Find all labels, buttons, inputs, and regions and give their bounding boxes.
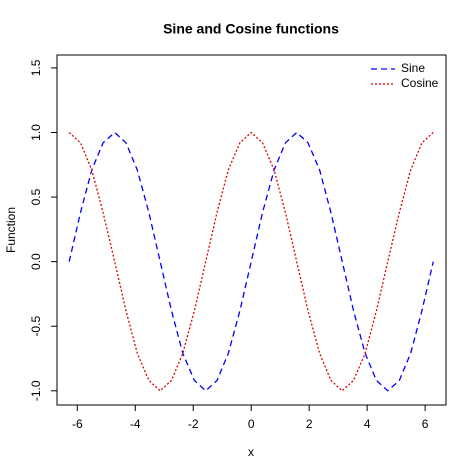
- y-tick-label: 1.5: [29, 59, 43, 76]
- x-tick-label: -2: [188, 417, 199, 431]
- legend-label: Sine: [401, 61, 425, 75]
- x-tick-label: -4: [130, 417, 141, 431]
- x-tick-label: 4: [364, 417, 371, 431]
- plot-box: [56, 54, 447, 406]
- chart-title: Sine and Cosine functions: [163, 21, 339, 37]
- x-tick-label: 6: [422, 417, 429, 431]
- y-tick-label: 0.0: [29, 253, 43, 270]
- y-tick-label: 1.0: [29, 124, 43, 141]
- x-tick-label: 0: [248, 417, 255, 431]
- legend-label: Cosine: [401, 76, 439, 90]
- y-tick-label: -0.5: [29, 316, 43, 337]
- y-tick-label: 0.5: [29, 188, 43, 205]
- x-tick-label: -6: [72, 417, 83, 431]
- x-tick-label: 2: [306, 417, 313, 431]
- y-tick-label: -1.0: [29, 380, 43, 401]
- y-axis-label: Function: [4, 207, 18, 253]
- series-line: [68, 131, 434, 392]
- x-axis-label: x: [248, 445, 254, 459]
- series-line: [68, 131, 434, 392]
